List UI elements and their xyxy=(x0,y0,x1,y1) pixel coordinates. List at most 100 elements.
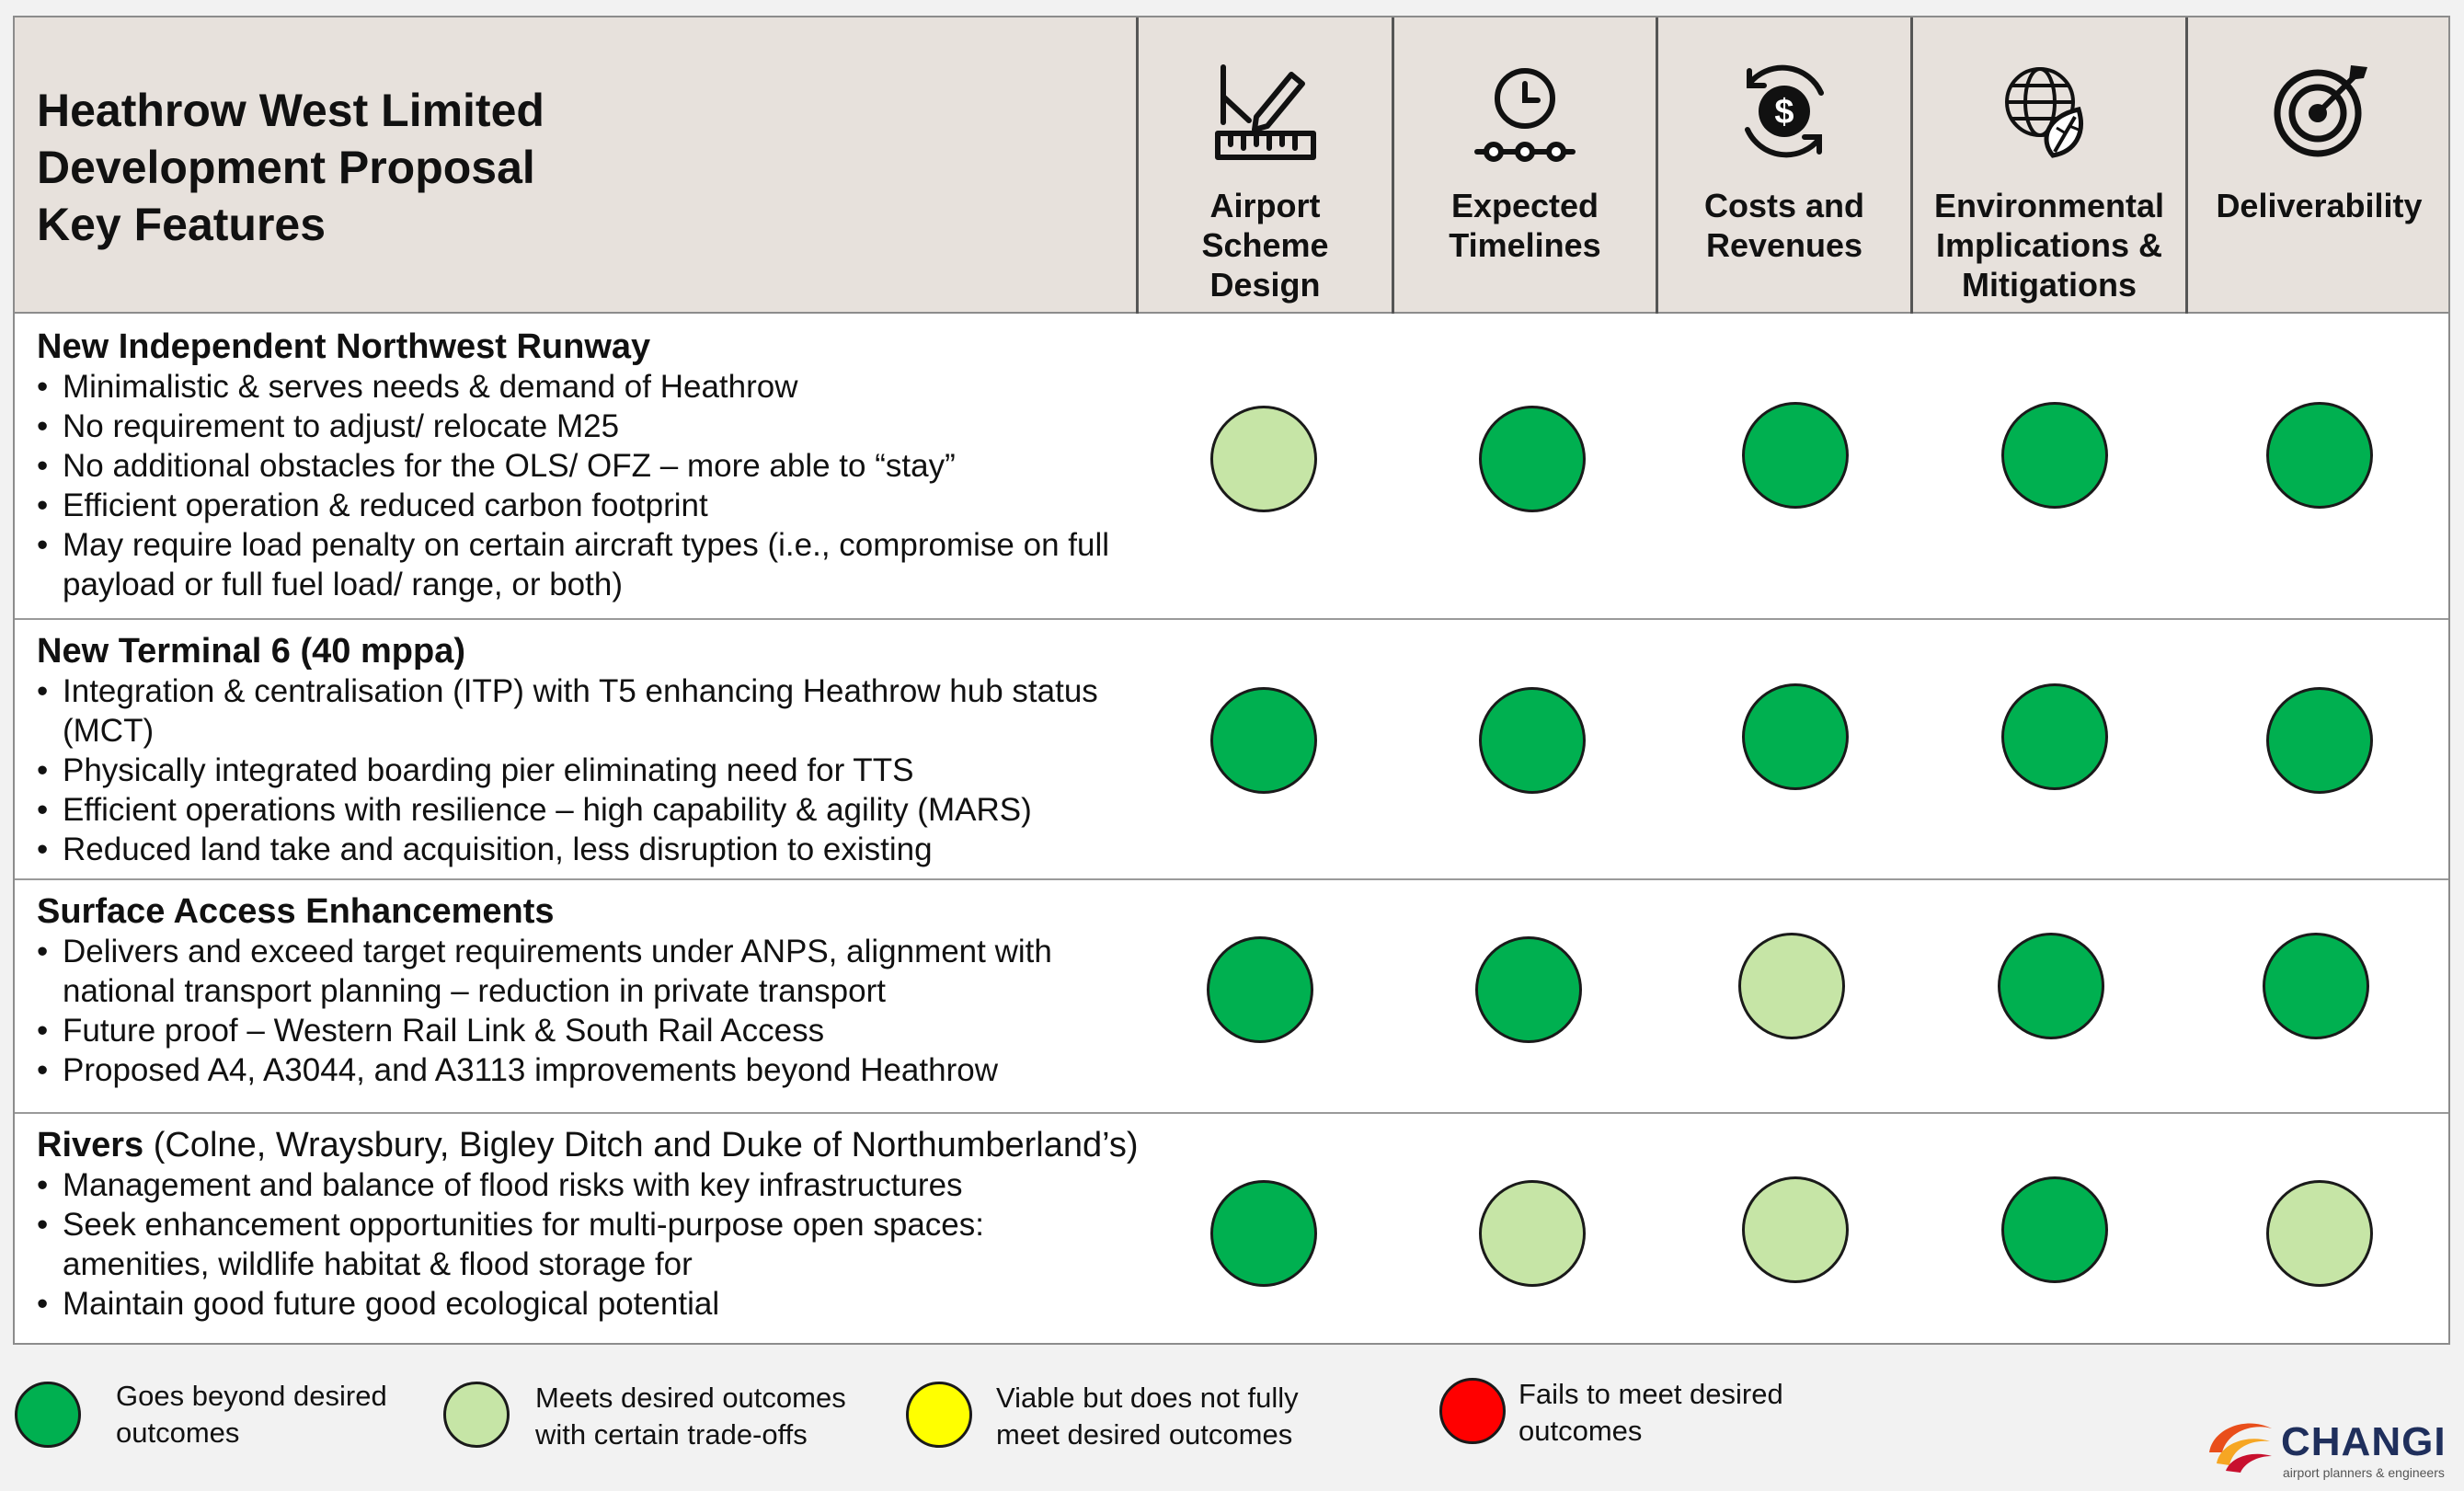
rating-dot-beyond xyxy=(1742,683,1849,790)
row-title-text: Rivers xyxy=(37,1126,144,1164)
bullet-item: Minimalistic & serves needs & demand of … xyxy=(37,367,1122,407)
column-header-deliverability: Deliverability xyxy=(2188,17,2450,314)
bullet-item: Delivers and exceed target requirements … xyxy=(37,932,1122,1011)
column-divider xyxy=(2185,17,2188,314)
rating-dot-beyond xyxy=(1479,406,1586,512)
legend-dot xyxy=(15,1382,81,1448)
row-divider xyxy=(15,878,2448,880)
assessment-matrix: Heathrow West Limited Development Propos… xyxy=(13,16,2450,1345)
logo-tagline: airport planners & engineers xyxy=(2283,1465,2445,1480)
legend-label-line: Meets desired outcomes xyxy=(535,1382,846,1414)
legend-dot xyxy=(1439,1378,1506,1444)
column-label-line: Implications & xyxy=(1935,226,2163,264)
legend-label: Viable but does not fully meet desired o… xyxy=(996,1380,1299,1453)
rating-dot-meets xyxy=(1479,1180,1586,1287)
row-title-text: Surface Access Enhancements xyxy=(37,892,555,931)
bullet-item: Efficient operations with resilience – h… xyxy=(37,790,1122,830)
rating-dot-beyond xyxy=(2266,687,2373,794)
changi-logo: CHANGI airport planners & engineers xyxy=(2204,1412,2452,1482)
legend-label-line: Goes beyond desired xyxy=(116,1380,387,1412)
legend-label: Fails to meet desired outcomes xyxy=(1519,1376,1783,1450)
bullet-item: Integration & centralisation (ITP) with … xyxy=(37,671,1122,751)
row-title: Surface Access Enhancements xyxy=(37,891,555,932)
rating-dot-meets xyxy=(1738,933,1845,1039)
row-divider xyxy=(15,618,2448,620)
bullet-item: Proposed A4, A3044, and A3113 improvemen… xyxy=(37,1050,1122,1090)
row-subtitle: (Colne, Wraysbury, Bigley Ditch and Duke… xyxy=(143,1126,1139,1164)
bullet-item: Management and balance of flood risks wi… xyxy=(37,1165,1122,1205)
bullet-item: Reduced land take and acquisition, less … xyxy=(37,830,1122,869)
rating-dot-beyond xyxy=(1742,402,1849,509)
column-divider xyxy=(1136,17,1139,314)
rating-dot-beyond xyxy=(1207,936,1313,1043)
rating-dot-beyond xyxy=(2001,1176,2108,1283)
column-label-line: Scheme xyxy=(1201,226,1329,264)
bullet-list: Delivers and exceed target requirements … xyxy=(37,932,1122,1090)
svg-text:$: $ xyxy=(1774,93,1794,132)
legend-label-line: Viable but does not fully xyxy=(996,1382,1299,1414)
bullet-item: Maintain good future good ecological pot… xyxy=(37,1284,1122,1324)
row-title: New Independent Northwest Runway xyxy=(37,327,650,367)
globe-leaf-icon xyxy=(2005,67,2083,158)
row-title: Rivers (Colne, Wraysbury, Bigley Ditch a… xyxy=(37,1125,1139,1165)
rating-dot-beyond xyxy=(2263,933,2369,1039)
clock-timeline-icon xyxy=(1474,68,1576,162)
legend-label: Goes beyond desired outcomes xyxy=(116,1378,387,1451)
column-label-line: Revenues xyxy=(1705,226,1863,264)
legend-dot xyxy=(906,1382,972,1448)
column-label-line: Expected xyxy=(1450,187,1599,224)
column-divider xyxy=(1656,17,1658,314)
column-label: Deliverability xyxy=(2188,186,2450,225)
target-icon xyxy=(2274,65,2367,157)
bullet-item: No additional obstacles for the OLS/ OFZ… xyxy=(37,446,1122,486)
column-label: Airport Scheme Design xyxy=(1139,186,1392,304)
rating-dot-beyond xyxy=(1210,1180,1317,1287)
row-title: New Terminal 6 (40 mppa) xyxy=(37,631,465,671)
dollar-cycle-icon: $ xyxy=(1745,64,1824,158)
bullet-item: Seek enhancement opportunities for multi… xyxy=(37,1205,1122,1284)
title-line: Development Proposal xyxy=(37,142,535,193)
ruler-pencil-icon xyxy=(1214,64,1316,160)
column-label-line: Deliverability xyxy=(2216,187,2423,224)
rating-dot-beyond xyxy=(1475,936,1582,1043)
bullet-list: Management and balance of flood risks wi… xyxy=(37,1165,1122,1324)
legend-label-line: meet desired outcomes xyxy=(996,1418,1293,1451)
title-line: Heathrow West Limited xyxy=(37,85,544,136)
rating-dot-beyond xyxy=(2001,683,2108,790)
rating-dot-beyond xyxy=(2266,402,2373,509)
rating-dot-meets xyxy=(1210,406,1317,512)
column-label-line: Costs and xyxy=(1703,187,1865,224)
row-title-text: New Terminal 6 (40 mppa) xyxy=(37,632,465,671)
rating-dot-meets xyxy=(1742,1176,1849,1283)
bullet-list: Integration & centralisation (ITP) with … xyxy=(37,671,1122,869)
column-label-line: Mitigations xyxy=(1962,266,2137,304)
row-title-text: New Independent Northwest Runway xyxy=(37,327,651,366)
column-header-timelines: Expected Timelines xyxy=(1394,17,1656,314)
column-label: Environmental Implications & Mitigations xyxy=(1913,186,2185,304)
bullet-list: Minimalistic & serves needs & demand of … xyxy=(37,367,1122,604)
rating-dot-meets xyxy=(2266,1180,2373,1287)
rating-dot-beyond xyxy=(1210,687,1317,794)
title-line: Key Features xyxy=(37,199,327,250)
header-band xyxy=(15,17,2448,314)
column-label-line: Design xyxy=(1209,266,1321,304)
rating-dot-beyond xyxy=(1479,687,1586,794)
column-divider xyxy=(1392,17,1394,314)
page-title: Heathrow West Limited Development Propos… xyxy=(37,82,544,253)
legend-label: Meets desired outcomes with certain trad… xyxy=(535,1380,846,1453)
column-header-design: Airport Scheme Design xyxy=(1139,17,1392,314)
rating-dot-beyond xyxy=(2001,402,2108,509)
bullet-item: May require load penalty on certain airc… xyxy=(37,525,1122,604)
bullet-item: No requirement to adjust/ relocate M25 xyxy=(37,407,1122,446)
legend-label-line: with certain trade-offs xyxy=(535,1418,808,1451)
column-header-costs: $ Costs and Revenues xyxy=(1658,17,1910,314)
column-header-environment: Environmental Implications & Mitigations xyxy=(1913,17,2185,314)
legend-label-line: Fails to meet desired xyxy=(1519,1378,1783,1410)
bullet-item: Efficient operation & reduced carbon foo… xyxy=(37,486,1122,525)
rating-dot-beyond xyxy=(1998,933,2104,1039)
bullet-item: Future proof – Western Rail Link & South… xyxy=(37,1011,1122,1050)
bullet-item: Physically integrated boarding pier elim… xyxy=(37,751,1122,790)
column-label: Expected Timelines xyxy=(1394,186,1656,265)
legend-dot xyxy=(443,1382,510,1448)
